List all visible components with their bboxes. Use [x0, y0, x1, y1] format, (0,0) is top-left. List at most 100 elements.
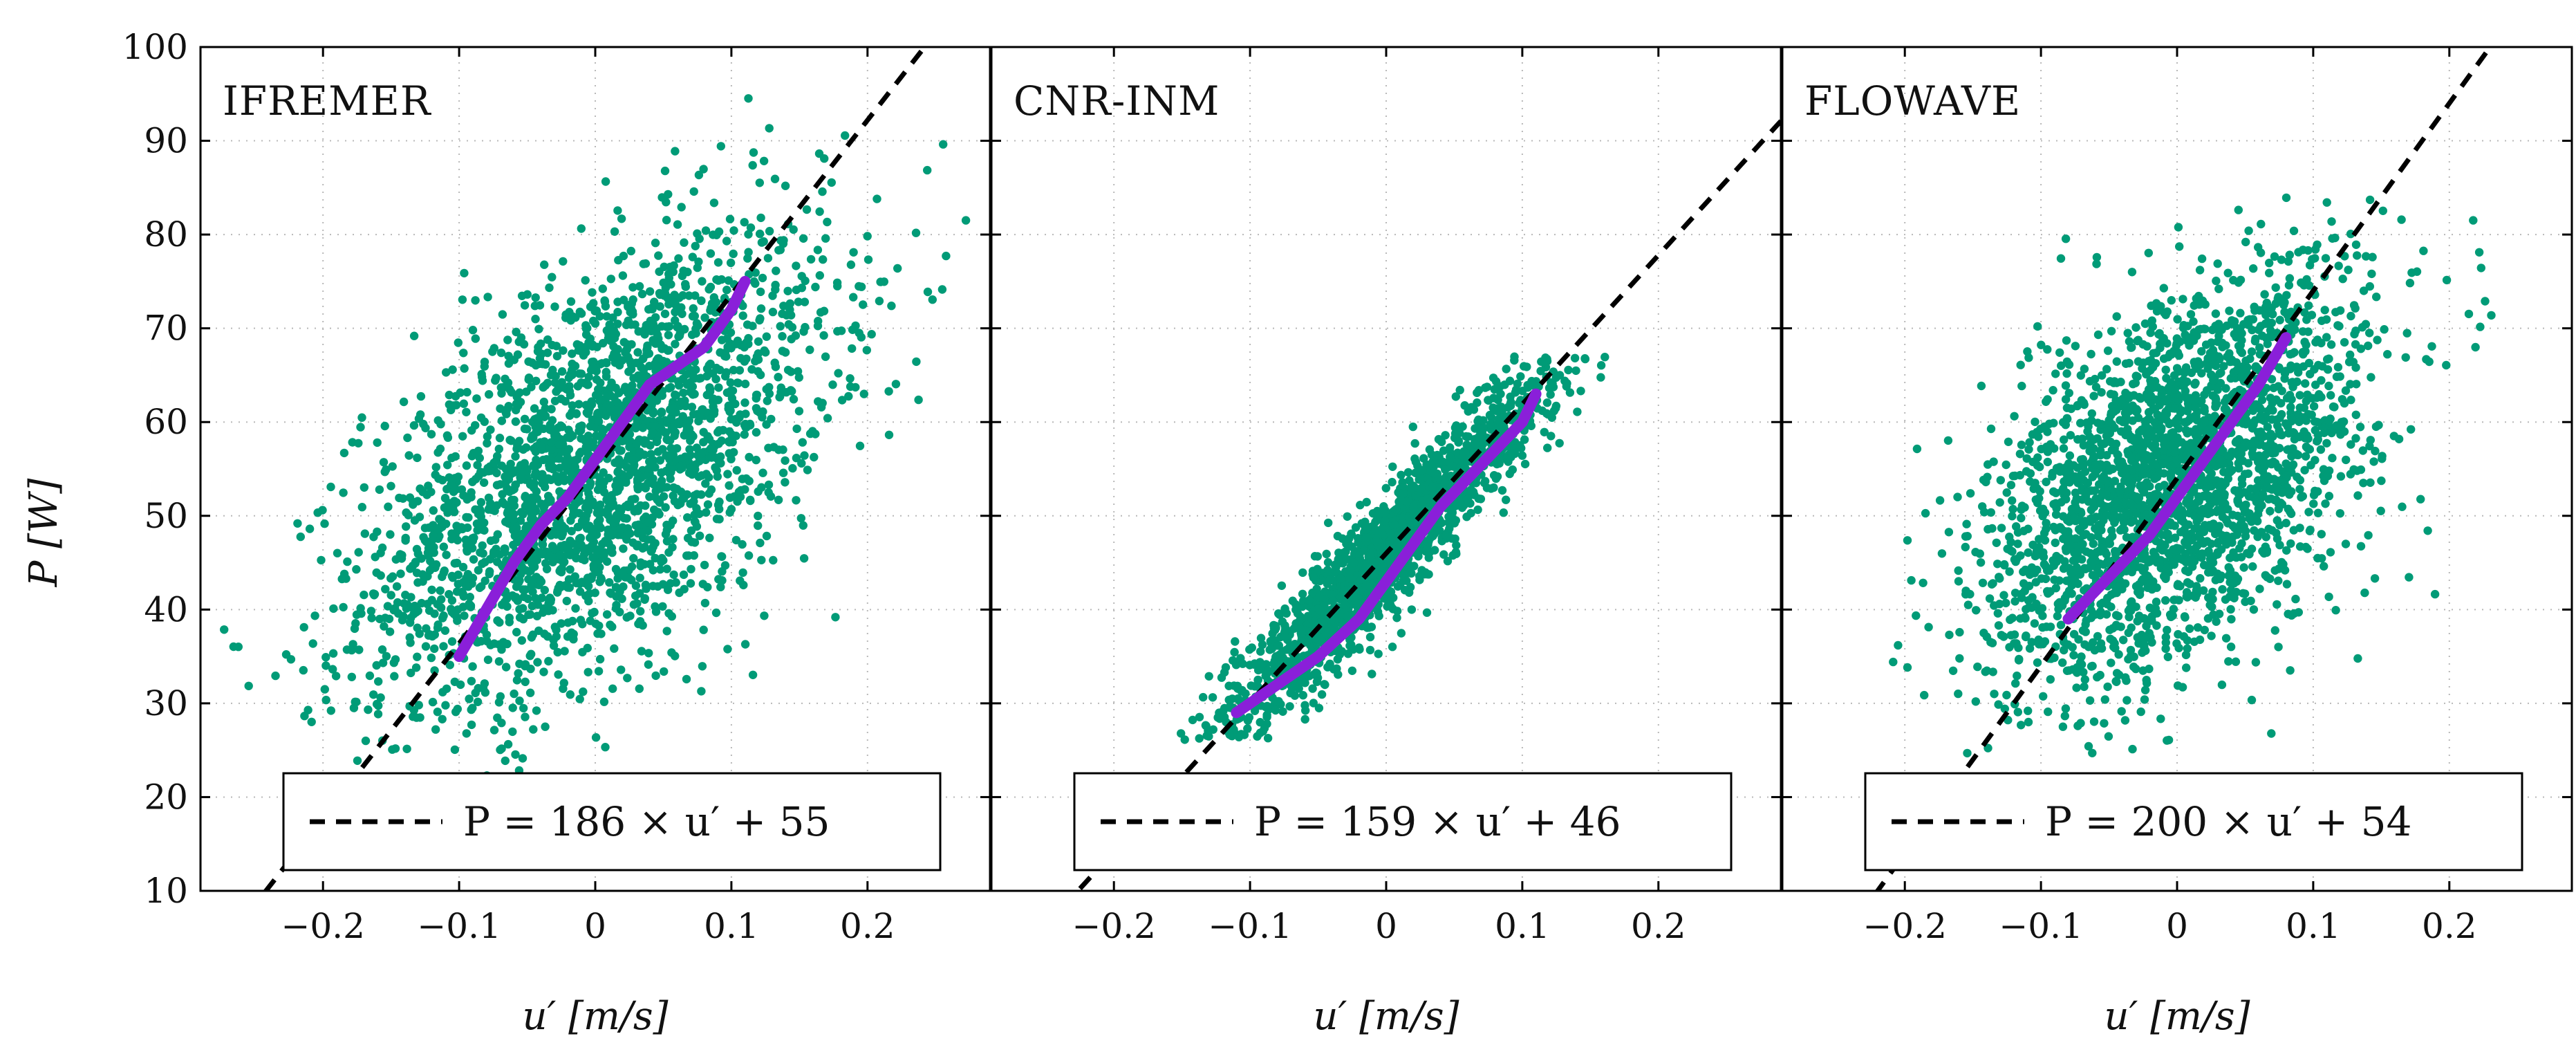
- scatter-point: [516, 570, 525, 579]
- scatter-point: [465, 694, 474, 703]
- scatter-point: [1457, 501, 1466, 510]
- scatter-point: [1547, 432, 1556, 441]
- scatter-point: [1361, 522, 1370, 531]
- scatter-point: [518, 754, 528, 763]
- scatter-point: [496, 348, 506, 358]
- scatter-point: [601, 177, 610, 186]
- scatter-point: [505, 613, 514, 622]
- scatter-point: [1329, 622, 1339, 632]
- scatter-point: [756, 287, 765, 297]
- scatter-point: [406, 564, 415, 573]
- scatter-point: [1258, 640, 1267, 649]
- scatter-point: [2013, 539, 2022, 548]
- scatter-point: [590, 588, 599, 598]
- scatter-point: [440, 626, 450, 635]
- scatter-point: [1422, 608, 1432, 617]
- scatter-point: [640, 439, 649, 448]
- scatter-point: [2050, 444, 2059, 453]
- x-tick-label: −0.1: [1208, 906, 1291, 946]
- scatter-point: [911, 228, 921, 237]
- scatter-point: [588, 358, 597, 367]
- scatter-point: [1392, 607, 1402, 616]
- scatter-point: [1506, 452, 1515, 462]
- scatter-point: [393, 598, 402, 607]
- scatter-point: [1382, 595, 1391, 604]
- scatter-point: [519, 592, 528, 602]
- scatter-point: [625, 443, 634, 452]
- scatter-point: [1327, 590, 1336, 599]
- scatter-point: [326, 482, 335, 492]
- scatter-point: [1493, 407, 1502, 416]
- scatter-point: [756, 213, 765, 223]
- scatter-point: [524, 610, 533, 619]
- scatter-point: [820, 154, 829, 163]
- scatter-point: [467, 426, 476, 435]
- scatter-point: [561, 397, 570, 406]
- scatter-point: [539, 667, 548, 676]
- scatter-point: [769, 555, 778, 565]
- scatter-point: [711, 297, 721, 307]
- scatter-point: [1411, 468, 1420, 477]
- scatter-point: [2346, 396, 2355, 405]
- scatter-point: [1520, 459, 1530, 469]
- scatter-point: [1454, 438, 1463, 447]
- scatter-point: [689, 304, 698, 313]
- scatter-point: [293, 519, 302, 528]
- scatter-point: [823, 217, 832, 227]
- scatter-point: [757, 555, 766, 564]
- scatter-point: [1410, 562, 1419, 571]
- scatter-point: [671, 316, 680, 325]
- scatter-point: [468, 662, 477, 671]
- scatter-point: [474, 566, 483, 575]
- scatter-point: [1289, 624, 1299, 633]
- scatter-point: [645, 287, 655, 296]
- scatter-point: [2066, 431, 2075, 440]
- scatter-point: [497, 461, 506, 470]
- scatter-point: [821, 234, 830, 243]
- scatter-point: [1547, 380, 1557, 389]
- scatter-point: [483, 439, 492, 448]
- scatter-point: [436, 586, 445, 596]
- scatter-point: [528, 508, 537, 517]
- scatter-point: [884, 387, 893, 396]
- scatter-point: [581, 321, 590, 330]
- scatter-point: [459, 399, 468, 408]
- scatter-point: [716, 142, 726, 151]
- scatter-point: [409, 331, 419, 340]
- scatter-point: [698, 277, 707, 286]
- scatter-point: [675, 304, 684, 314]
- scatter-point: [368, 589, 378, 598]
- scatter-point: [380, 468, 389, 477]
- scatter-point: [799, 554, 809, 563]
- scatter-point: [413, 623, 422, 632]
- scatter-point: [794, 407, 804, 416]
- scatter-point: [1460, 401, 1469, 410]
- scatter-point: [1473, 505, 1482, 515]
- scatter-point: [1271, 653, 1280, 662]
- scatter-point: [1504, 403, 1513, 412]
- scatter-point: [1393, 544, 1402, 554]
- scatter-point: [559, 346, 568, 355]
- scatter-point: [548, 273, 557, 282]
- scatter-point: [424, 544, 433, 553]
- scatter-point: [664, 346, 673, 355]
- scatter-point: [875, 297, 884, 306]
- scatter-point: [697, 471, 707, 480]
- scatter-point: [566, 690, 575, 699]
- scatter-point: [692, 443, 701, 452]
- scatter-point: [467, 720, 476, 730]
- scatter-point: [495, 434, 505, 443]
- scatter-point: [2346, 380, 2355, 389]
- scatter-point: [594, 545, 604, 555]
- scatter-point: [2001, 460, 2010, 470]
- scatter-point: [576, 616, 586, 625]
- plot-area: [1074, 119, 1781, 891]
- scatter-point: [473, 697, 483, 706]
- scatter-point: [651, 671, 660, 681]
- scatter-point: [680, 584, 689, 593]
- scatter-point: [2174, 643, 2183, 653]
- scatter-point: [1365, 632, 1375, 642]
- scatter-point: [1448, 461, 1457, 471]
- scatter-point: [662, 627, 671, 636]
